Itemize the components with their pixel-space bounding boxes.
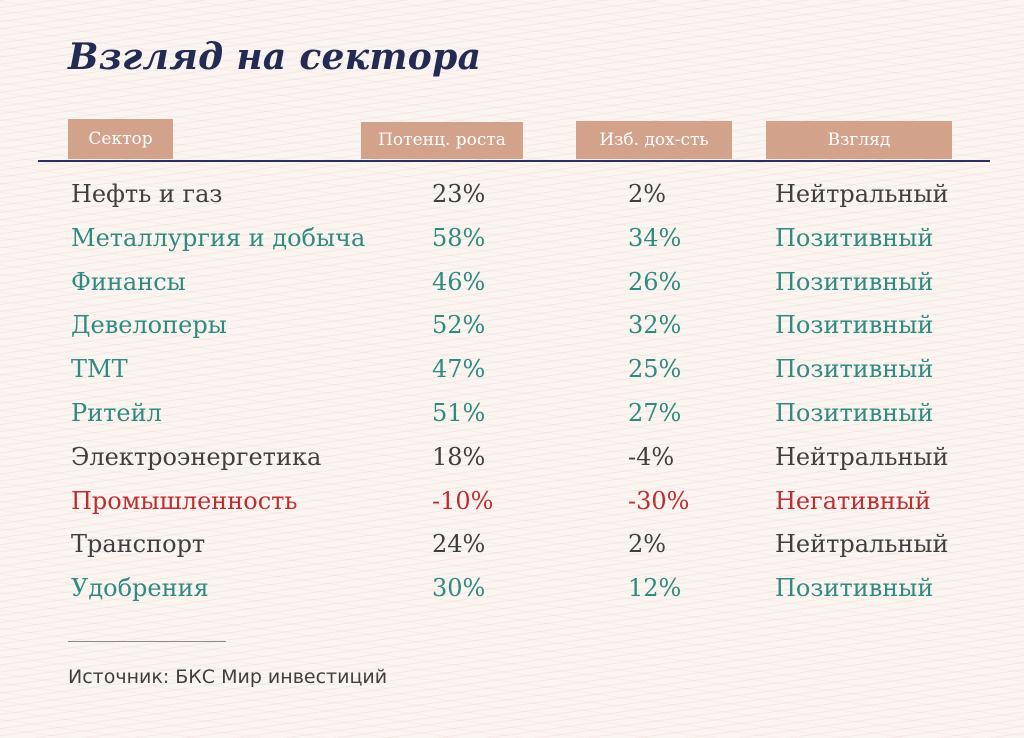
sector-name: Финансы bbox=[71, 267, 186, 296]
excess-yield: 2% bbox=[628, 180, 667, 208]
excess-yield: 26% bbox=[628, 267, 682, 296]
column-header-view: Взгляд bbox=[766, 121, 952, 159]
sector-table: Нефть и газ 23% 2% Нейтральный Металлург… bbox=[0, 173, 1024, 611]
excess-yield: 2% bbox=[628, 530, 667, 559]
column-header-potential: Потенц. роста bbox=[361, 122, 523, 159]
excess-yield: 12% bbox=[628, 574, 682, 603]
excess-yield: 34% bbox=[628, 223, 682, 252]
excess-yield: 27% bbox=[628, 398, 682, 427]
view-rating: Позитивный bbox=[775, 574, 934, 603]
header-divider bbox=[38, 160, 990, 162]
growth-potential: -10% bbox=[432, 486, 494, 515]
sector-name: Электроэнергетика bbox=[71, 442, 322, 471]
source-divider bbox=[68, 641, 226, 642]
view-rating: Позитивный bbox=[775, 355, 934, 384]
view-rating: Нейтральный bbox=[775, 442, 949, 471]
growth-potential: 18% bbox=[432, 442, 486, 471]
growth-potential: 51% bbox=[432, 398, 486, 427]
growth-potential: 30% bbox=[432, 574, 486, 603]
growth-potential: 24% bbox=[432, 530, 486, 559]
table-row: Нефть и газ 23% 2% Нейтральный bbox=[0, 173, 1024, 217]
table-row: ТМТ 47% 25% Позитивный bbox=[0, 348, 1024, 392]
table-row: Электроэнергетика 18% -4% Нейтральный bbox=[0, 436, 1024, 480]
excess-yield: -30% bbox=[628, 486, 690, 515]
column-header-yield: Изб. дох-сть bbox=[576, 121, 732, 159]
sector-name: Металлургия и добыча bbox=[71, 223, 366, 252]
view-rating: Нейтральный bbox=[775, 180, 949, 208]
view-rating: Позитивный bbox=[775, 267, 934, 296]
page-title: Взгляд на сектора bbox=[68, 36, 482, 78]
table-row: Транспорт 24% 2% Нейтральный bbox=[0, 523, 1024, 567]
growth-potential: 52% bbox=[432, 311, 486, 340]
table-row: Девелоперы 52% 32% Позитивный bbox=[0, 304, 1024, 348]
view-rating: Нейтральный bbox=[775, 530, 949, 559]
column-header-sector: Сектор bbox=[68, 119, 173, 159]
table-row: Металлургия и добыча 58% 34% Позитивный bbox=[0, 217, 1024, 261]
excess-yield: 25% bbox=[628, 355, 682, 384]
sector-name: Удобрения bbox=[71, 574, 209, 603]
excess-yield: 32% bbox=[628, 311, 682, 340]
sector-name: Промышленность bbox=[71, 486, 298, 515]
sector-name: ТМТ bbox=[71, 355, 128, 384]
excess-yield: -4% bbox=[628, 442, 675, 471]
growth-potential: 47% bbox=[432, 355, 486, 384]
view-rating: Позитивный bbox=[775, 223, 934, 252]
table-row: Удобрения 30% 12% Позитивный bbox=[0, 567, 1024, 611]
sector-name: Девелоперы bbox=[71, 311, 227, 340]
table-row: Промышленность -10% -30% Негативный bbox=[0, 480, 1024, 524]
growth-potential: 46% bbox=[432, 267, 486, 296]
table-row: Ритейл 51% 27% Позитивный bbox=[0, 392, 1024, 436]
table-row: Финансы 46% 26% Позитивный bbox=[0, 261, 1024, 305]
growth-potential: 23% bbox=[432, 180, 486, 208]
growth-potential: 58% bbox=[432, 223, 486, 252]
sector-name: Нефть и газ bbox=[71, 180, 223, 208]
source-note: Источник: БКС Мир инвестиций bbox=[68, 666, 388, 688]
sector-name: Транспорт bbox=[71, 530, 206, 559]
view-rating: Позитивный bbox=[775, 311, 934, 340]
sector-name: Ритейл bbox=[71, 398, 162, 427]
view-rating: Негативный bbox=[775, 486, 931, 515]
view-rating: Позитивный bbox=[775, 398, 934, 427]
